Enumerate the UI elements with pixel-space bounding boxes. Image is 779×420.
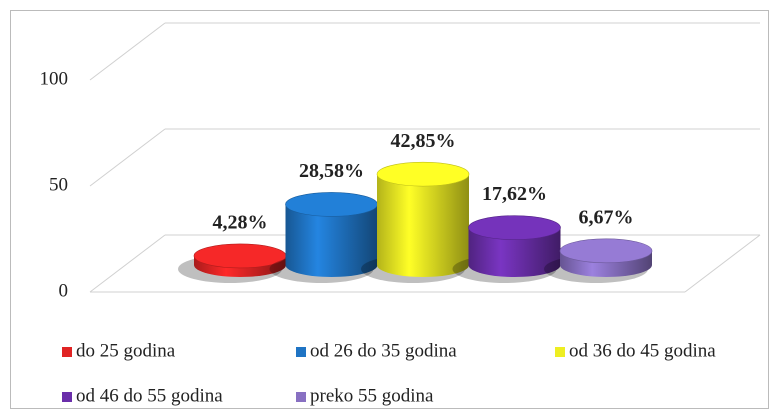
legend-swatch	[555, 347, 565, 357]
legend-label: od 36 do 45 godina	[569, 340, 716, 361]
legend-label: od 46 do 55 godina	[76, 385, 223, 406]
bar-top	[559, 238, 653, 264]
grid-line	[89, 128, 166, 187]
floor-edge	[684, 234, 761, 293]
legend-swatch	[62, 347, 72, 357]
legend-swatch	[62, 392, 72, 402]
legend-swatch	[296, 392, 306, 402]
value-label: 42,85%	[391, 130, 456, 152]
y-tick-label: 50	[49, 174, 68, 195]
legend-label: do 25 godina	[76, 340, 176, 361]
y-tick-label: 0	[59, 280, 69, 301]
bar	[377, 174, 469, 265]
bar-top	[285, 192, 378, 217]
value-label: 28,58%	[299, 160, 364, 182]
legend-label: preko 55 godina	[310, 385, 434, 406]
value-label: 6,67%	[579, 206, 634, 228]
legend-label: od 26 do 35 godina	[310, 340, 457, 361]
y-tick-label: 100	[40, 68, 69, 89]
grid-line	[89, 22, 166, 81]
value-label: 17,62%	[482, 183, 547, 205]
bar-top	[468, 215, 561, 240]
legend-swatch	[296, 347, 306, 357]
value-label: 4,28%	[213, 212, 268, 234]
bar-top	[376, 161, 470, 187]
bar-top	[193, 243, 287, 269]
grid-line	[89, 234, 166, 293]
